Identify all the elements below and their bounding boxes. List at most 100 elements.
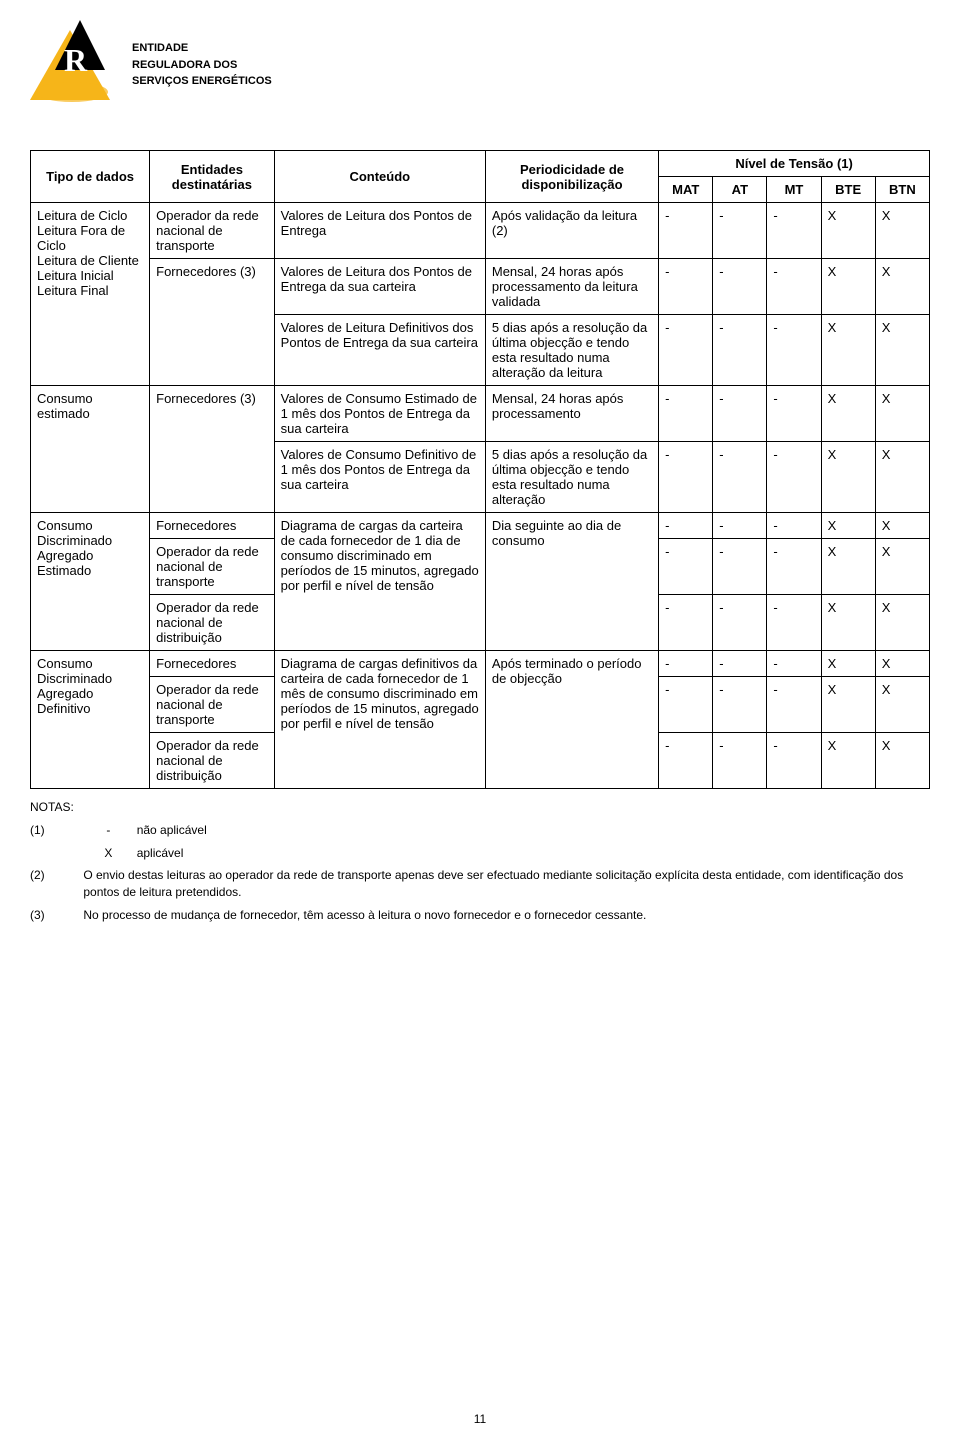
cell-at: - (713, 677, 767, 733)
cell-bte: X (821, 651, 875, 677)
cell-ent: Fornecedores (3) (150, 386, 275, 513)
note-1: (1) - não aplicável (30, 822, 930, 839)
cell-mt: - (767, 595, 821, 651)
cell-bte: X (821, 733, 875, 789)
page: R ENTIDADE REGULADORA DOS SERVIÇOS ENERG… (0, 0, 960, 1444)
th-bte: BTE (821, 177, 875, 203)
cell-at: - (713, 442, 767, 513)
note-1-sym-a: - (83, 822, 133, 839)
logo-mark: R (30, 20, 120, 110)
th-nivel: Nível de Tensão (1) (659, 151, 930, 177)
cell-at: - (713, 203, 767, 259)
cell-bte: X (821, 259, 875, 315)
cell-at: - (713, 259, 767, 315)
note-3-txt: No processo de mudança de fornecedor, tê… (83, 907, 923, 924)
note-1-sym-b: X (83, 845, 133, 862)
cell-mt: - (767, 315, 821, 386)
logo-text: ENTIDADE REGULADORA DOS SERVIÇOS ENERGÉT… (132, 40, 272, 90)
data-table: Tipo de dados Entidades destinatárias Co… (30, 150, 930, 789)
notes-label: NOTAS: (30, 799, 930, 816)
cell-mat: - (659, 733, 713, 789)
cell-bte: X (821, 539, 875, 595)
cell-bte: X (821, 386, 875, 442)
cell-at: - (713, 733, 767, 789)
note-3-key: (3) (30, 907, 80, 924)
th-mat: MAT (659, 177, 713, 203)
th-per: Periodicidade de disponibilização (485, 151, 658, 203)
cell-per: Dia seguinte ao dia de consumo (485, 513, 658, 651)
table-row: Consumo estimado Fornecedores (3) Valore… (31, 386, 930, 442)
cell-ent: Operador da rede nacional de transporte (150, 203, 275, 259)
cell-ent: Operador da rede nacional de distribuiçã… (150, 595, 275, 651)
cell-ent: Operador da rede nacional de transporte (150, 539, 275, 595)
cell-btn: X (875, 203, 929, 259)
cell-btn: X (875, 677, 929, 733)
cell-ent: Fornecedores (150, 651, 275, 677)
cell-at: - (713, 651, 767, 677)
note-2: (2) O envio destas leituras ao operador … (30, 867, 930, 901)
cell-bte: X (821, 677, 875, 733)
cell-at: - (713, 539, 767, 595)
cell-at: - (713, 513, 767, 539)
cell-mat: - (659, 595, 713, 651)
th-mt: MT (767, 177, 821, 203)
cell-per: 5 dias após a resolução da última objecç… (485, 315, 658, 386)
note-3: (3) No processo de mudança de fornecedor… (30, 907, 930, 924)
cell-btn: X (875, 513, 929, 539)
cell-mat: - (659, 203, 713, 259)
cell-mat: - (659, 513, 713, 539)
cell-per: 5 dias após a resolução da última objecç… (485, 442, 658, 513)
cell-btn: X (875, 539, 929, 595)
cell-btn: X (875, 442, 929, 513)
cell-btn: X (875, 315, 929, 386)
cell-mt: - (767, 539, 821, 595)
cell-btn: X (875, 259, 929, 315)
note-1-txt-a: não aplicável (137, 823, 207, 837)
cell-btn: X (875, 386, 929, 442)
cell-mt: - (767, 442, 821, 513)
cell-at: - (713, 315, 767, 386)
cell-tipo: Leitura de Ciclo Leitura Fora de Ciclo L… (31, 203, 150, 386)
cell-per: Mensal, 24 horas após processamento da l… (485, 259, 658, 315)
page-number: 11 (0, 1412, 960, 1426)
cell-per: Após terminado o período de objecção (485, 651, 658, 789)
cell-per: Após validação da leitura (2) (485, 203, 658, 259)
cell-mt: - (767, 651, 821, 677)
th-ent: Entidades destinatárias (150, 151, 275, 203)
logo-line-2: REGULADORA DOS (132, 57, 272, 74)
logo-line-3: SERVIÇOS ENERGÉTICOS (132, 73, 272, 90)
cell-btn: X (875, 651, 929, 677)
cell-btn: X (875, 595, 929, 651)
logo-letter: R (64, 42, 87, 79)
cell-bte: X (821, 513, 875, 539)
note-1-key: (1) (30, 822, 80, 839)
cell-tipo: Consumo Discriminado Agregado Estimado (31, 513, 150, 651)
note-1-txt-b: aplicável (137, 846, 184, 860)
cell-mat: - (659, 539, 713, 595)
table-row: Consumo Discriminado Agregado Definitivo… (31, 651, 930, 677)
cell-per: Mensal, 24 horas após processamento (485, 386, 658, 442)
cell-tipo: Consumo Discriminado Agregado Definitivo (31, 651, 150, 789)
cell-cont: Valores de Leitura Definitivos dos Ponto… (274, 315, 485, 386)
note-2-txt: O envio destas leituras ao operador da r… (83, 867, 923, 901)
table-header-row: Tipo de dados Entidades destinatárias Co… (31, 151, 930, 177)
cell-mt: - (767, 733, 821, 789)
cell-cont: Valores de Leitura dos Pontos de Entrega (274, 203, 485, 259)
table-row: Consumo Discriminado Agregado Estimado F… (31, 513, 930, 539)
cell-bte: X (821, 203, 875, 259)
cell-at: - (713, 386, 767, 442)
cell-at: - (713, 595, 767, 651)
th-tipo: Tipo de dados (31, 151, 150, 203)
note-1b: X aplicável (30, 845, 930, 862)
cell-mt: - (767, 513, 821, 539)
cell-mt: - (767, 203, 821, 259)
th-at: AT (713, 177, 767, 203)
cell-mt: - (767, 259, 821, 315)
cell-cont: Valores de Consumo Definitivo de 1 mês d… (274, 442, 485, 513)
cell-bte: X (821, 442, 875, 513)
cell-ent: Operador da rede nacional de transporte (150, 677, 275, 733)
cell-tipo: Consumo estimado (31, 386, 150, 513)
cell-bte: X (821, 595, 875, 651)
table-row: Fornecedores (3) Valores de Leitura dos … (31, 259, 930, 315)
cell-ent: Fornecedores (3) (150, 259, 275, 386)
